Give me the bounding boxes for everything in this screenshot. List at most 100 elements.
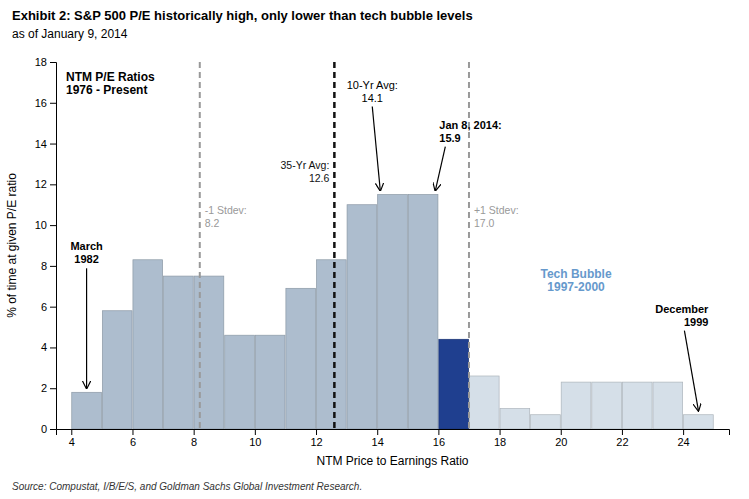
subtitle: as of January 9, 2014: [12, 27, 128, 41]
tick-label: 4: [69, 436, 75, 448]
tick: 4: [41, 341, 56, 353]
annotation-line: 1982: [74, 253, 98, 265]
tick: 8: [41, 260, 56, 272]
tick-mark: [50, 347, 56, 348]
reference-line: [468, 62, 470, 429]
tick-label: 8: [191, 436, 197, 448]
tick: 20: [555, 429, 567, 448]
tick-mark: [50, 225, 56, 226]
tick: 24: [677, 429, 689, 448]
annotation: 10-Yr Avg:14.1: [347, 79, 398, 104]
chart-container: Exhibit 2: S&P 500 P/E historically high…: [0, 0, 749, 499]
tick-mark: [50, 103, 56, 104]
inner-label-line: 1976 - Present: [66, 83, 147, 97]
annotation: March1982: [70, 240, 103, 265]
tick: 14: [35, 138, 56, 150]
reference-label-line: +1 Stdev:: [474, 204, 519, 216]
bar: [469, 376, 499, 429]
tick: 16: [433, 429, 445, 448]
tick: 18: [35, 56, 56, 68]
annotation-arrow: [86, 268, 87, 388]
tick-mark: [683, 429, 684, 435]
reference-label: -1 Stdev:8.2: [205, 204, 247, 229]
bar: [500, 409, 530, 429]
tick: 18: [494, 429, 506, 448]
region-label: Tech Bubble1997-2000: [540, 267, 611, 294]
bar: [347, 205, 377, 429]
tick-mark: [71, 429, 72, 435]
tick-mark: [50, 266, 56, 267]
source: Source: Compustat, I/B/E/S, and Goldman …: [12, 481, 362, 492]
axis-line: [50, 63, 57, 430]
tick-label: 8: [41, 260, 47, 272]
tick-label: 12: [310, 436, 322, 448]
tick-mark: [500, 429, 501, 435]
x-axis-title: NTM Price to Earnings Ratio: [316, 454, 468, 468]
tick-label: 16: [433, 436, 445, 448]
annotation-arrow: [684, 331, 698, 411]
tick-mark: [438, 429, 439, 435]
bar: [316, 260, 346, 429]
axis-line: [57, 430, 730, 436]
tick-label: 18: [494, 436, 506, 448]
annotation: Jan 8, 2014:15.9: [439, 119, 501, 144]
bar: [378, 195, 408, 429]
annotation-line: December: [655, 303, 709, 315]
tick-label: 0: [41, 423, 47, 435]
tick: 10: [249, 429, 261, 448]
tick-label: 10: [249, 436, 261, 448]
tick-mark: [50, 307, 56, 308]
x-axis: 4681012141618202224: [57, 429, 730, 448]
tick-mark: [132, 429, 133, 435]
reference-label: 35-Yr Avg:12.6: [281, 159, 330, 184]
tick-mark: [316, 429, 317, 435]
title: Exhibit 2: S&P 500 P/E historically high…: [12, 8, 473, 23]
tick: 2: [41, 382, 56, 394]
bar: [164, 276, 194, 429]
tick-mark: [377, 429, 378, 435]
tick: 10: [35, 219, 56, 231]
reference-label: +1 Stdev:17.0: [474, 204, 519, 229]
reference-label-line: 17.0: [474, 217, 495, 229]
tick-label: 16: [35, 97, 47, 109]
annotation-line: 10-Yr Avg:: [347, 79, 398, 91]
annotation-arrow: [372, 107, 380, 191]
inner-label: NTM P/E Ratios1976 - Present: [66, 70, 155, 97]
tick: 0: [41, 423, 56, 435]
annotation-line: 14.1: [362, 92, 383, 104]
tick-label: 6: [130, 436, 136, 448]
tick-label: 10: [35, 219, 47, 231]
tick-mark: [622, 429, 623, 435]
annotation-line: 1999: [684, 316, 708, 328]
bar: [72, 392, 102, 429]
tick-label: 2: [41, 382, 47, 394]
y-axis-title: % of time at given P/E ratio: [5, 173, 19, 318]
tick: 4: [69, 429, 75, 448]
bar: [439, 339, 469, 429]
annotation-arrow: [435, 147, 445, 191]
marks: [72, 62, 713, 429]
tick-label: 22: [616, 436, 628, 448]
reference-label-line: 12.6: [309, 172, 330, 184]
reference-label-line: 35-Yr Avg:: [281, 159, 330, 171]
annotation: December1999: [655, 303, 709, 328]
reference-label-line: -1 Stdev:: [205, 204, 247, 216]
reference-line: [199, 62, 201, 429]
bar: [561, 382, 591, 429]
annotation-line: 15.9: [439, 132, 460, 144]
tick-mark: [50, 429, 56, 430]
annotation-line: Jan 8, 2014:: [439, 119, 501, 131]
bar: [133, 260, 163, 429]
tick-mark: [194, 429, 195, 435]
bar: [255, 335, 285, 429]
tick-label: 18: [35, 56, 47, 68]
bar: [408, 195, 438, 429]
region-label-line: 1997-2000: [547, 280, 605, 294]
region-label-line: Tech Bubble: [540, 267, 611, 281]
tick-label: 12: [35, 178, 47, 190]
tick-mark: [50, 62, 56, 63]
tick: 6: [130, 429, 136, 448]
bar: [531, 415, 561, 429]
tick: 8: [191, 429, 197, 448]
tick: 12: [310, 429, 322, 448]
